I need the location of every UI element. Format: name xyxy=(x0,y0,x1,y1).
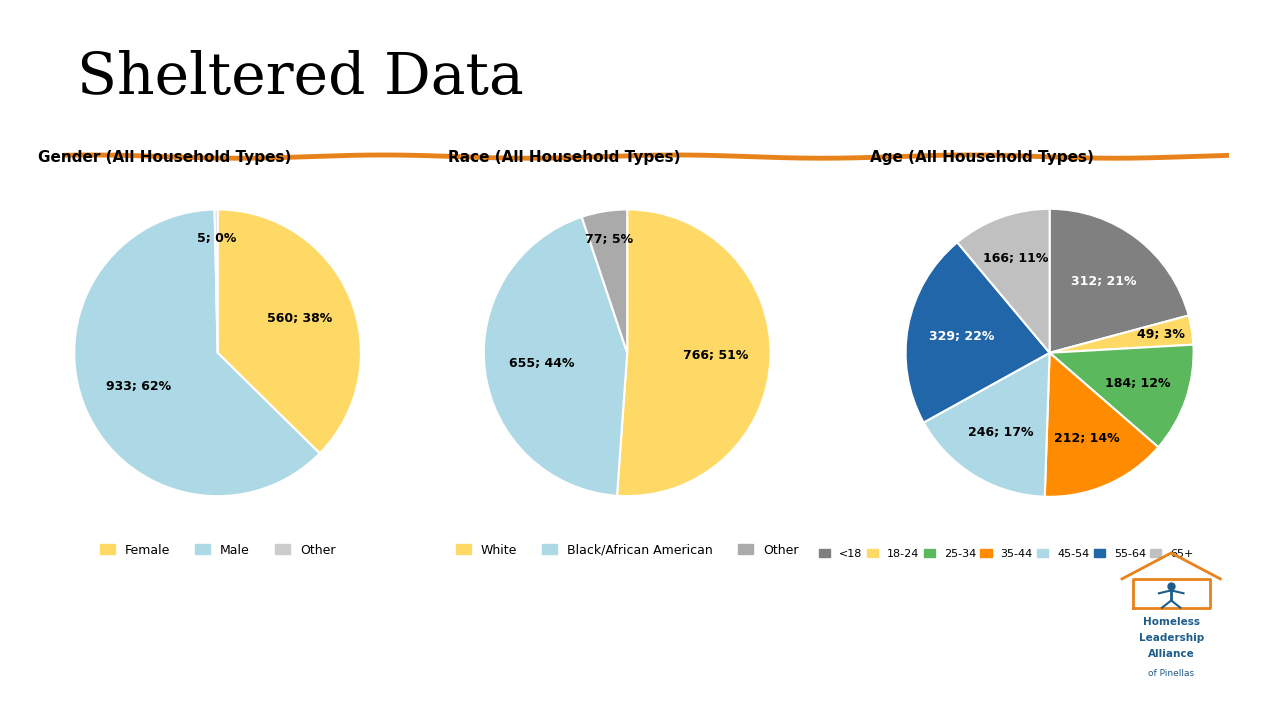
Text: 49; 3%: 49; 3% xyxy=(1137,328,1184,341)
Wedge shape xyxy=(1050,209,1189,353)
Text: 184; 12%: 184; 12% xyxy=(1106,377,1171,390)
Text: Age (All Household Types): Age (All Household Types) xyxy=(869,150,1093,165)
Wedge shape xyxy=(215,210,218,353)
Wedge shape xyxy=(1050,345,1193,447)
Text: 5; 0%: 5; 0% xyxy=(197,232,236,245)
Wedge shape xyxy=(484,217,627,496)
Text: 655; 44%: 655; 44% xyxy=(509,357,575,370)
Text: Alliance: Alliance xyxy=(1148,649,1194,659)
Text: Homeless: Homeless xyxy=(1143,617,1199,627)
Wedge shape xyxy=(581,210,627,353)
Wedge shape xyxy=(617,210,771,496)
Text: 77; 5%: 77; 5% xyxy=(585,233,632,246)
Text: 329; 22%: 329; 22% xyxy=(929,330,995,343)
Text: 212; 14%: 212; 14% xyxy=(1055,432,1120,445)
Wedge shape xyxy=(957,209,1050,353)
Wedge shape xyxy=(74,210,320,496)
Text: 766; 51%: 766; 51% xyxy=(684,349,749,362)
Text: 560; 38%: 560; 38% xyxy=(268,312,333,325)
Text: 933; 62%: 933; 62% xyxy=(106,380,172,393)
Legend: Female, Male, Other: Female, Male, Other xyxy=(95,539,340,562)
Legend: White, Black/African American, Other: White, Black/African American, Other xyxy=(451,539,804,562)
Text: Gender (All Household Types): Gender (All Household Types) xyxy=(38,150,292,166)
Wedge shape xyxy=(1050,315,1193,353)
Text: Race (All Household Types): Race (All Household Types) xyxy=(448,150,681,166)
Text: 166; 11%: 166; 11% xyxy=(983,251,1048,264)
Text: 312; 21%: 312; 21% xyxy=(1071,276,1137,289)
Text: Leadership: Leadership xyxy=(1139,633,1203,643)
Legend: <18, 18-24, 25-34, 35-44, 45-54, 55-64, 65+: <18, 18-24, 25-34, 35-44, 45-54, 55-64, … xyxy=(814,544,1198,563)
Wedge shape xyxy=(218,210,361,454)
Wedge shape xyxy=(924,353,1050,497)
Wedge shape xyxy=(906,243,1050,423)
Text: 246; 17%: 246; 17% xyxy=(968,426,1033,439)
Text: Sheltered Data: Sheltered Data xyxy=(77,50,524,107)
Text: of Pinellas: of Pinellas xyxy=(1148,670,1194,678)
Wedge shape xyxy=(1044,353,1158,497)
